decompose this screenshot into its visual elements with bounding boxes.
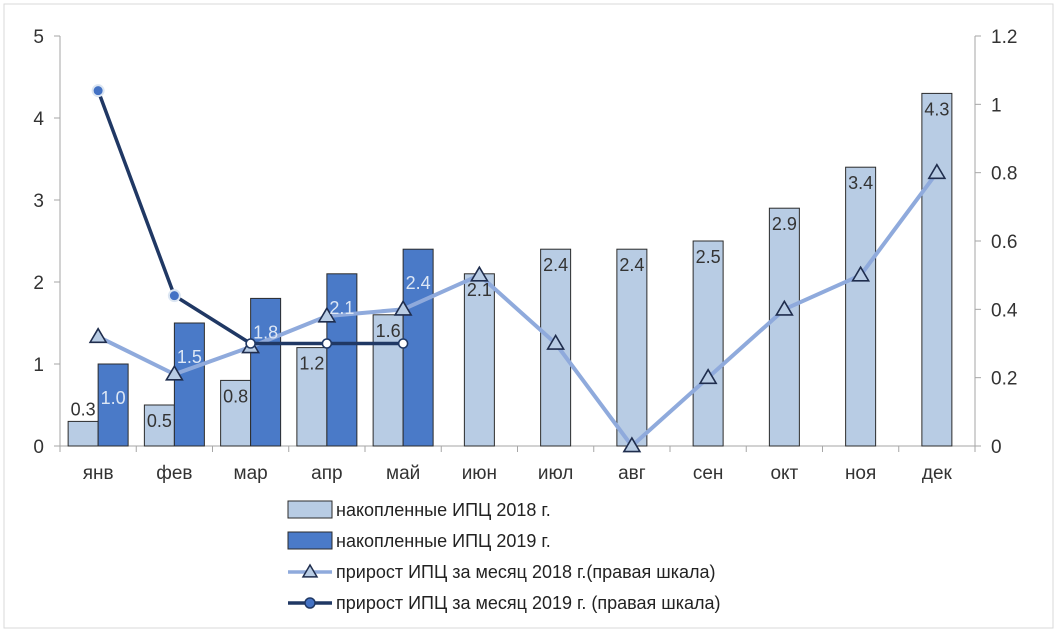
- bar-2018: [692, 240, 724, 447]
- data-label-2018: 2.4: [619, 255, 644, 275]
- legend-item: прирост ИПЦ за месяц 2019 г. (правая шка…: [288, 593, 721, 613]
- y-left-tick-label: 2: [33, 273, 44, 294]
- data-label-2019: 1.8: [253, 322, 278, 342]
- x-tick-label: июн: [462, 463, 497, 484]
- bar-2018: [921, 92, 953, 447]
- legend-item: накопленные ИПЦ 2018 г.: [287, 500, 551, 520]
- data-label-2019: 2.4: [406, 273, 431, 293]
- marker-2018: [851, 265, 871, 282]
- legend-item: накопленные ИПЦ 2019 г.: [287, 531, 551, 551]
- data-label-2018: 2.9: [772, 214, 797, 234]
- data-label-2018: 1.6: [376, 321, 401, 341]
- bar-2018: [143, 404, 175, 447]
- x-tick-label: май: [386, 463, 420, 484]
- data-label-2018: 0.5: [147, 411, 172, 431]
- x-tick-label: окт: [770, 463, 798, 484]
- y-left-tick-label: 0: [33, 437, 44, 458]
- data-label-2018: 3.4: [848, 173, 873, 193]
- bar-2018: [67, 420, 99, 447]
- bar-2019: [250, 297, 282, 447]
- x-tick-label: апр: [311, 463, 342, 484]
- y-right-tick-label: 0: [991, 437, 1002, 458]
- x-tick-label: дек: [922, 463, 953, 484]
- y-left-tick-label: 4: [33, 109, 44, 130]
- bar-2019: [173, 322, 205, 447]
- marker-2018: [622, 436, 642, 453]
- chart-frame: [3, 3, 1054, 629]
- legend-marker-triangle: [301, 563, 319, 578]
- legend-label: прирост ИПЦ за месяц 2019 г. (правая шка…: [336, 593, 721, 613]
- data-label-2018: 0.3: [71, 399, 96, 419]
- data-label-2019: 2.1: [329, 298, 354, 318]
- data-label-2018: 2.1: [467, 280, 492, 300]
- marker-2018: [927, 163, 947, 180]
- y-right-tick-label: 0.2: [991, 369, 1017, 390]
- x-tick-label: сен: [693, 463, 724, 484]
- data-label-2018: 2.4: [543, 255, 568, 275]
- legend-swatch: [287, 531, 333, 550]
- x-tick-label: ноя: [845, 463, 876, 484]
- marker-2018: [469, 265, 489, 282]
- bar-2019: [402, 248, 434, 447]
- legend-marker-circle: [304, 597, 316, 609]
- data-label-2018: 2.5: [696, 247, 721, 267]
- y-right-tick-label: 1.2: [991, 27, 1017, 48]
- marker-2018: [88, 327, 108, 344]
- y-left-tick-label: 1: [33, 355, 44, 376]
- marker-2019: [245, 338, 256, 349]
- x-tick-label: авг: [618, 463, 646, 484]
- x-tick-label: июл: [538, 463, 574, 484]
- y-left-tick-label: 3: [33, 191, 44, 212]
- line-2018: [97, 171, 939, 448]
- data-label-2019: 1.0: [101, 388, 126, 408]
- legend-swatch: [287, 500, 333, 519]
- y-right-tick-label: 0.4: [991, 300, 1018, 321]
- bar-2018: [463, 273, 495, 447]
- bar-2018: [220, 379, 252, 447]
- marker-2018: [698, 368, 718, 385]
- marker-2018: [317, 306, 337, 323]
- bar-2018: [768, 207, 800, 447]
- marker-2019: [321, 338, 333, 349]
- data-label-2018: 0.8: [223, 386, 248, 406]
- x-tick-label: янв: [83, 463, 114, 484]
- bar-2018: [372, 314, 404, 447]
- x-tick-label: фев: [156, 463, 192, 484]
- y-right-tick-label: 0.8: [991, 164, 1017, 185]
- legend-label: накопленные ИПЦ 2019 г.: [336, 531, 551, 551]
- legend-item: прирост ИПЦ за месяц 2018 г.(правая шкал…: [288, 562, 716, 582]
- x-tick-label: мар: [234, 463, 268, 484]
- marker-2018: [393, 299, 413, 316]
- bar-2018: [296, 347, 328, 447]
- y-right-tick-label: 1: [991, 95, 1002, 116]
- marker-2019: [397, 338, 409, 349]
- bar-2018: [616, 248, 648, 447]
- bar-2018: [845, 166, 877, 447]
- bar-2019: [97, 363, 129, 447]
- legend-label: накопленные ИПЦ 2018 г.: [336, 500, 551, 520]
- data-label-2018: 1.2: [299, 354, 324, 374]
- y-right-tick-label: 0.6: [991, 232, 1017, 253]
- bar-2019: [326, 273, 358, 447]
- marker-2019: [91, 84, 105, 98]
- data-label-2019: 1.5: [177, 347, 202, 367]
- marker-2018: [774, 299, 794, 316]
- data-label-2018: 4.3: [924, 99, 949, 119]
- marker-2018: [164, 364, 184, 381]
- legend-label: прирост ИПЦ за месяц 2018 г.(правая шкал…: [336, 562, 716, 582]
- y-left-tick-label: 5: [33, 27, 44, 48]
- marker-2019: [167, 289, 181, 303]
- marker-2018: [546, 333, 566, 350]
